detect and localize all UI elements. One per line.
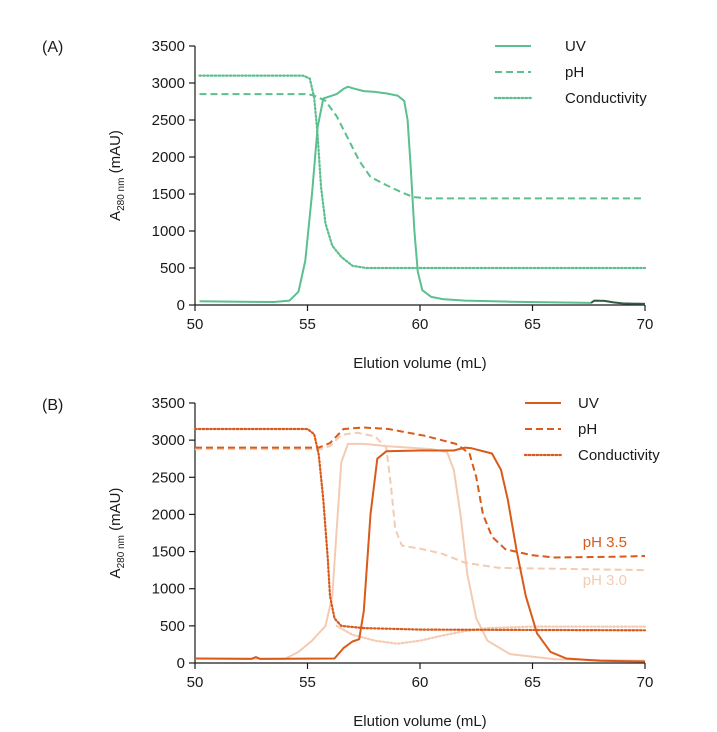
x-tick-label: 50: [187, 316, 204, 333]
panel-label: (A): [42, 39, 63, 56]
x-tick-label: 65: [524, 316, 541, 333]
y-tick-label: 2500: [152, 112, 185, 129]
y-tick-label: 1500: [152, 544, 185, 561]
y-tick-label: 2000: [152, 506, 185, 523]
legend-label: Conductivity: [578, 447, 660, 464]
y-tick-label: 1500: [152, 186, 185, 203]
series-ph-dashed-line: [195, 426, 646, 559]
x-tick-label: 60: [412, 674, 429, 691]
y-tick-label: 3000: [152, 432, 185, 449]
series-conductivity-dotted-line: [193, 427, 647, 632]
legend-label: Conductivity: [565, 90, 647, 107]
y-tick-label: 3500: [152, 395, 185, 412]
x-tick-label: 55: [299, 674, 316, 691]
y-tick-label: 1000: [152, 581, 185, 598]
series-conductivity-dotted-line: [198, 74, 647, 270]
series-uv-solid-line: [590, 299, 646, 305]
legend-label: pH: [578, 421, 597, 438]
x-axis-title: Elution volume (mL): [353, 713, 486, 730]
x-tick-label: 70: [637, 674, 654, 691]
series-ph-dashed-line: [195, 431, 646, 572]
series-uv-solid-line: [194, 442, 646, 662]
x-tick-label: 70: [637, 316, 654, 333]
series-uv-solid-line: [194, 446, 646, 663]
x-tick-label: 55: [299, 316, 316, 333]
y-tick-label: 3000: [152, 75, 185, 92]
legend-label: pH: [565, 64, 584, 81]
series-conductivity-dotted-line: [335, 624, 647, 645]
series-uv-solid-line: [199, 85, 592, 304]
y-tick-label: 1000: [152, 223, 185, 240]
legend-label: UV: [578, 395, 599, 412]
panel-label: (B): [42, 397, 63, 414]
y-tick-label: 500: [160, 260, 185, 277]
y-tick-label: 3500: [152, 38, 185, 55]
y-axis-title: A280 nm (mAU): [107, 130, 127, 221]
y-tick-label: 2000: [152, 149, 185, 166]
series-annotation-label: pH 3.5: [583, 534, 627, 551]
y-tick-label: 2500: [152, 469, 185, 486]
y-tick-label: 0: [177, 655, 185, 672]
y-axis-title: A280 nm (mAU): [107, 488, 127, 579]
y-tick-label: 0: [177, 297, 185, 314]
panel-b: (B) 0 500 1000 1500 2000 2500 3000 3500 50 55 60 65 7…: [42, 395, 660, 730]
x-axis-title: Elution volume (mL): [353, 355, 486, 372]
x-tick-label: 60: [412, 316, 429, 333]
panel-a: (A) 0 500 1000 1500 2000 2500 3000 3500 50 55 60 65 7…: [42, 38, 653, 372]
y-tick-label: 500: [160, 618, 185, 635]
series-ph-dashed-line: [199, 93, 645, 200]
x-tick-label: 50: [187, 674, 204, 691]
x-tick-label: 65: [524, 674, 541, 691]
series-annotation-label: pH 3.0: [583, 572, 627, 589]
legend-label: UV: [565, 38, 586, 55]
